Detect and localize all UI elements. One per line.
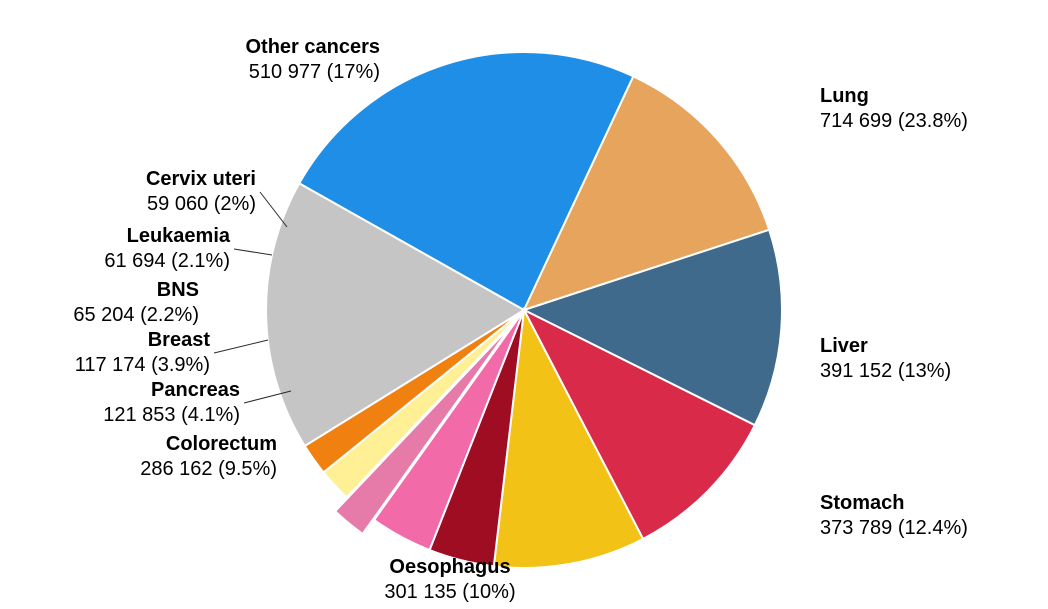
pie-label-lung: Lung714 699 (23.8%) — [820, 84, 968, 134]
label-value: 65 204 (2.2%) — [73, 303, 199, 328]
label-name: Stomach — [820, 491, 968, 516]
label-name: Breast — [75, 328, 210, 353]
pie-label-oesophagus: Oesophagus301 135 (10%) — [384, 555, 515, 605]
label-value: 59 060 (2%) — [146, 192, 256, 217]
label-name: Oesophagus — [384, 555, 515, 580]
label-value: 61 694 (2.1%) — [104, 249, 230, 274]
label-value: 714 699 (23.8%) — [820, 109, 968, 134]
label-name: Cervix uteri — [146, 167, 256, 192]
label-value: 117 174 (3.9%) — [75, 353, 210, 378]
leader-line — [260, 192, 287, 227]
pie-label-stomach: Stomach373 789 (12.4%) — [820, 491, 968, 541]
pie-label-colorectum: Colorectum286 162 (9.5%) — [140, 432, 277, 482]
label-name: Lung — [820, 84, 968, 109]
label-value: 121 853 (4.1%) — [103, 403, 240, 428]
label-name: Other cancers — [245, 35, 380, 60]
pie-label-pancreas: Pancreas121 853 (4.1%) — [103, 378, 240, 428]
label-value: 510 977 (17%) — [245, 60, 380, 85]
label-name: Leukaemia — [104, 224, 230, 249]
pie-label-leukaemia: Leukaemia61 694 (2.1%) — [104, 224, 230, 274]
label-value: 373 789 (12.4%) — [820, 516, 968, 541]
pie-slices — [266, 52, 782, 568]
pie-label-other-cancers: Other cancers510 977 (17%) — [245, 35, 380, 85]
leader-line — [234, 249, 272, 255]
pie-label-breast: Breast117 174 (3.9%) — [75, 328, 210, 378]
leader-line — [214, 340, 268, 353]
pie-label-bns: BNS65 204 (2.2%) — [73, 278, 199, 328]
label-value: 391 152 (13%) — [820, 359, 951, 384]
label-name: BNS — [73, 278, 199, 303]
label-name: Colorectum — [140, 432, 277, 457]
pie-chart-container: Lung714 699 (23.8%) Liver391 152 (13%) Sto… — [0, 0, 1048, 609]
pie-label-cervix-uteri: Cervix uteri59 060 (2%) — [146, 167, 256, 217]
pie-label-liver: Liver391 152 (13%) — [820, 334, 951, 384]
label-value: 286 162 (9.5%) — [140, 457, 277, 482]
label-name: Liver — [820, 334, 951, 359]
label-value: 301 135 (10%) — [384, 580, 515, 605]
label-name: Pancreas — [103, 378, 240, 403]
